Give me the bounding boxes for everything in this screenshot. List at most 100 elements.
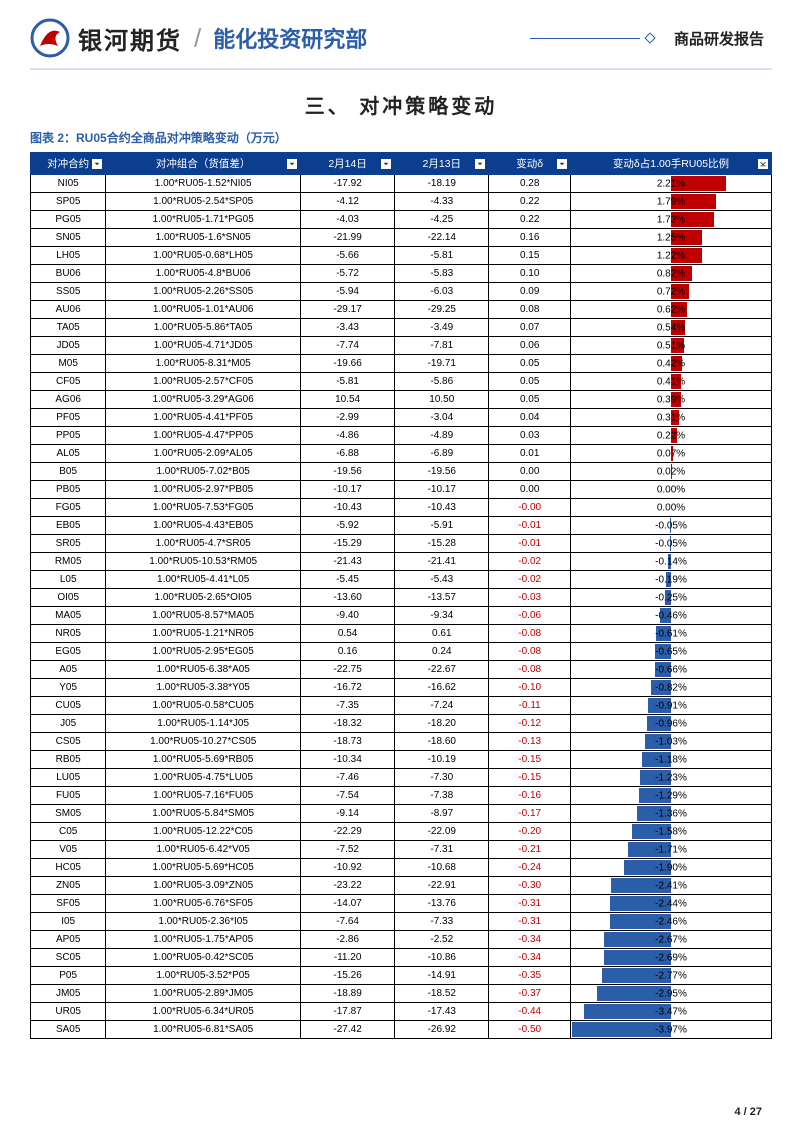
table-row: SS051.00*RU05-2.26*SS05-5.94-6.030.090.7…: [31, 283, 772, 301]
cell-delta: -0.21: [489, 841, 571, 859]
cell-ratio: -1.58%: [571, 823, 772, 841]
cell-contract: SP05: [31, 193, 106, 211]
th-delta[interactable]: 变动δ: [489, 153, 571, 175]
table-body: NI051.00*RU05-1.52*NI05-17.92-18.190.282…: [31, 175, 772, 1039]
dropdown-icon[interactable]: [92, 159, 102, 169]
cell-delta: -0.34: [489, 931, 571, 949]
cell-date1: -17.92: [301, 175, 395, 193]
cell-contract: SR05: [31, 535, 106, 553]
cell-date2: -5.91: [395, 517, 489, 535]
ratio-text: 0.00%: [657, 482, 685, 497]
cell-contract: OI05: [31, 589, 106, 607]
dropdown-icon[interactable]: [475, 159, 485, 169]
cell-date2: -14.91: [395, 967, 489, 985]
ratio-text: -1.36%: [655, 806, 687, 821]
th-contract[interactable]: 对冲合约: [31, 153, 106, 175]
ratio-text: 1.25%: [657, 230, 685, 245]
cell-ratio: -0.65%: [571, 643, 772, 661]
cell-combo: 1.00*RU05-10.53*RM05: [106, 553, 301, 571]
cell-ratio: 0.42%: [571, 355, 772, 373]
ratio-text: 0.39%: [657, 392, 685, 407]
ratio-text: 0.02%: [657, 464, 685, 479]
cell-date2: -22.09: [395, 823, 489, 841]
table-row: V051.00*RU05-6.42*V05-7.52-7.31-0.21-1.7…: [31, 841, 772, 859]
cell-combo: 1.00*RU05-1.75*AP05: [106, 931, 301, 949]
cell-date1: -4.12: [301, 193, 395, 211]
dropdown-icon[interactable]: [381, 159, 391, 169]
ratio-text: -0.65%: [655, 644, 687, 659]
cell-combo: 1.00*RU05-7.02*B05: [106, 463, 301, 481]
cell-contract: SM05: [31, 805, 106, 823]
cell-contract: V05: [31, 841, 106, 859]
cell-contract: HC05: [31, 859, 106, 877]
cell-contract: EB05: [31, 517, 106, 535]
cell-ratio: -1.90%: [571, 859, 772, 877]
cell-date2: 0.61: [395, 625, 489, 643]
th-date2[interactable]: 2月13日: [395, 153, 489, 175]
cell-date1: -7.54: [301, 787, 395, 805]
table-row: LH051.00*RU05-0.68*LH05-5.66-5.810.151.2…: [31, 247, 772, 265]
cell-date2: -7.24: [395, 697, 489, 715]
cell-combo: 1.00*RU05-3.09*ZN05: [106, 877, 301, 895]
cell-contract: LH05: [31, 247, 106, 265]
table-row: RM051.00*RU05-10.53*RM05-21.43-21.41-0.0…: [31, 553, 772, 571]
ratio-text: -1.90%: [655, 860, 687, 875]
cell-ratio: -0.91%: [571, 697, 772, 715]
cell-contract: MA05: [31, 607, 106, 625]
cell-contract: AU06: [31, 301, 106, 319]
diamond-icon: [644, 32, 655, 43]
dropdown-icon[interactable]: [557, 159, 567, 169]
dropdown-icon[interactable]: [287, 159, 297, 169]
th-combo[interactable]: 对冲组合（货值差）: [106, 153, 301, 175]
cell-date1: -22.29: [301, 823, 395, 841]
th-ratio[interactable]: 变动δ占1.00手RU05比例: [571, 153, 772, 175]
table-row: CU051.00*RU05-0.58*CU05-7.35-7.24-0.11-0…: [31, 697, 772, 715]
th-date1[interactable]: 2月14日: [301, 153, 395, 175]
cell-combo: 1.00*RU05-0.68*LH05: [106, 247, 301, 265]
cell-delta: 0.06: [489, 337, 571, 355]
cell-date2: -2.52: [395, 931, 489, 949]
cell-date1: -19.56: [301, 463, 395, 481]
cell-delta: 0.05: [489, 391, 571, 409]
cell-contract: SS05: [31, 283, 106, 301]
cell-delta: -0.11: [489, 697, 571, 715]
cell-delta: 0.07: [489, 319, 571, 337]
cell-date1: -21.43: [301, 553, 395, 571]
cell-ratio: -0.96%: [571, 715, 772, 733]
cell-combo: 1.00*RU05-4.47*PP05: [106, 427, 301, 445]
cell-contract: A05: [31, 661, 106, 679]
cell-ratio: -0.19%: [571, 571, 772, 589]
cell-date1: 0.16: [301, 643, 395, 661]
cell-date2: 10.50: [395, 391, 489, 409]
table-row: BU061.00*RU05-4.8*BU06-5.72-5.830.100.82…: [31, 265, 772, 283]
cell-date1: -16.72: [301, 679, 395, 697]
ratio-text: -3.47%: [655, 1004, 687, 1019]
cell-delta: -0.06: [489, 607, 571, 625]
cell-ratio: -0.61%: [571, 625, 772, 643]
dropdown-icon[interactable]: [758, 159, 768, 169]
cell-delta: -0.03: [489, 589, 571, 607]
cell-ratio: -1.29%: [571, 787, 772, 805]
cell-date1: -19.66: [301, 355, 395, 373]
ratio-text: -2.69%: [655, 950, 687, 965]
cell-date1: -15.29: [301, 535, 395, 553]
cell-combo: 1.00*RU05-4.43*EB05: [106, 517, 301, 535]
cell-date2: -7.38: [395, 787, 489, 805]
cell-date2: -4.89: [395, 427, 489, 445]
cell-date1: -5.45: [301, 571, 395, 589]
cell-date2: -6.89: [395, 445, 489, 463]
cell-contract: SF05: [31, 895, 106, 913]
table-row: JM051.00*RU05-2.89*JM05-18.89-18.52-0.37…: [31, 985, 772, 1003]
cell-contract: SA05: [31, 1021, 106, 1039]
ratio-text: -1.58%: [655, 824, 687, 839]
cell-delta: 0.22: [489, 193, 571, 211]
cell-combo: 1.00*RU05-1.6*SN05: [106, 229, 301, 247]
cell-contract: TA05: [31, 319, 106, 337]
cell-delta: -0.24: [489, 859, 571, 877]
cell-ratio: 0.62%: [571, 301, 772, 319]
ratio-text: 0.22%: [657, 428, 685, 443]
cell-date1: -7.74: [301, 337, 395, 355]
table-row: AG061.00*RU05-3.29*AG0610.5410.500.050.3…: [31, 391, 772, 409]
table-row: EG051.00*RU05-2.95*EG050.160.24-0.08-0.6…: [31, 643, 772, 661]
cell-date1: 10.54: [301, 391, 395, 409]
